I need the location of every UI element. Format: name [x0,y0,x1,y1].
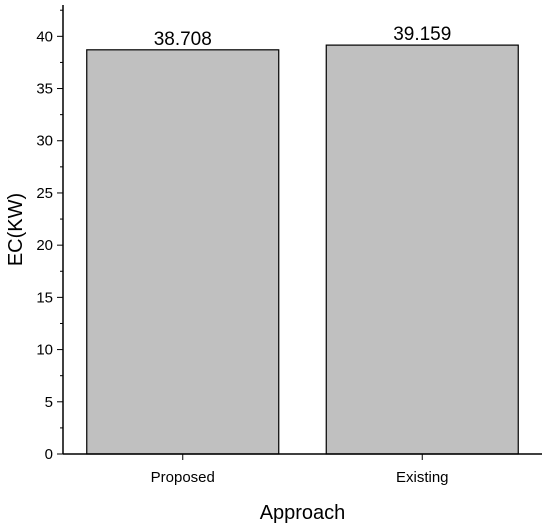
bar-existing [325,44,519,455]
value-label-existing: 39.159 [393,24,451,45]
y-tick-label: 5 [45,394,53,411]
y-tick-label: 10 [36,342,53,359]
bars-group [86,44,519,455]
x-tick-label-existing: Existing [396,469,449,486]
y-tick-label: 40 [36,28,53,45]
value-label-proposed: 38.708 [154,29,212,50]
y-tick-label: 35 [36,81,53,98]
y-axis-ticks: 0 5 10 15 20 25 30 35 40 [36,9,63,463]
x-axis-ticks: Proposed Existing [151,454,449,486]
y-tick-label: 25 [36,185,53,202]
y-tick-label: 20 [36,237,53,254]
x-tick-label-proposed: Proposed [151,469,215,486]
y-axis-title: EC(KW) [5,193,27,266]
x-axis-title: Approach [260,502,346,524]
y-tick-label: 15 [36,289,53,306]
value-labels-group: 38.708 39.159 [154,24,452,50]
bar-proposed [86,49,280,455]
y-tick-label: 30 [36,133,53,150]
y-tick-label: 0 [45,446,53,463]
